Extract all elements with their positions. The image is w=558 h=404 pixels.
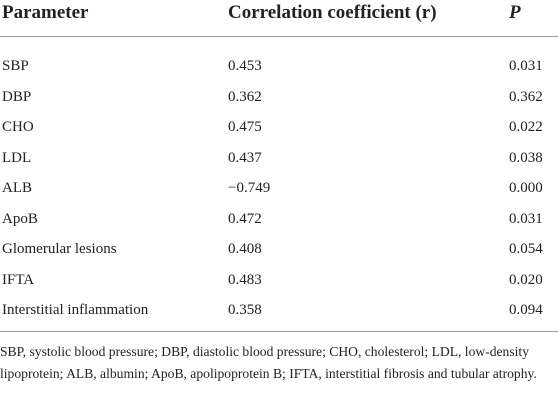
table-cell: 0.031 <box>509 210 543 227</box>
row-label: Interstitial inflammation <box>2 302 149 318</box>
row-label: SBP <box>2 58 29 74</box>
table-cell: 0.054 <box>509 241 543 257</box>
column-header: Correlation coefficient (r) <box>228 2 437 23</box>
table-cell: 0.358 <box>228 302 262 318</box>
table-cell: 0.483 <box>228 271 262 288</box>
table-cell: 0.453 <box>228 58 262 74</box>
header-rule <box>0 36 558 37</box>
table-cell: 0.437 <box>228 149 262 166</box>
row-label: CHO <box>2 119 34 135</box>
row-label: IFTA <box>2 271 35 288</box>
row-label: Glomerular lesions <box>2 241 117 257</box>
table-cell: 0.000 <box>509 180 543 196</box>
table-cell: 0.472 <box>228 210 262 227</box>
row-label: LDL <box>2 149 32 166</box>
row-label: DBP <box>2 88 32 105</box>
table-cell: −0.749 <box>228 180 271 196</box>
footnote: SBP, systolic blood pressure; DBP, diast… <box>0 344 537 381</box>
table-cell: 0.031 <box>509 58 543 74</box>
bottom-rule <box>0 331 558 332</box>
column-header: P <box>509 2 521 23</box>
column-header: Parameter <box>2 2 89 23</box>
table-cell: 0.362 <box>228 88 262 105</box>
table-cell: 0.038 <box>509 149 543 166</box>
table-cell: 0.022 <box>509 119 543 135</box>
table-cell: 0.020 <box>509 271 543 288</box>
table-cell: 0.362 <box>509 88 543 105</box>
table-cell: 0.408 <box>228 241 262 257</box>
table-cell: 0.475 <box>228 119 262 135</box>
row-label: ALB <box>2 180 32 196</box>
table-cell: 0.094 <box>509 302 543 318</box>
row-label: ApoB <box>2 210 38 227</box>
